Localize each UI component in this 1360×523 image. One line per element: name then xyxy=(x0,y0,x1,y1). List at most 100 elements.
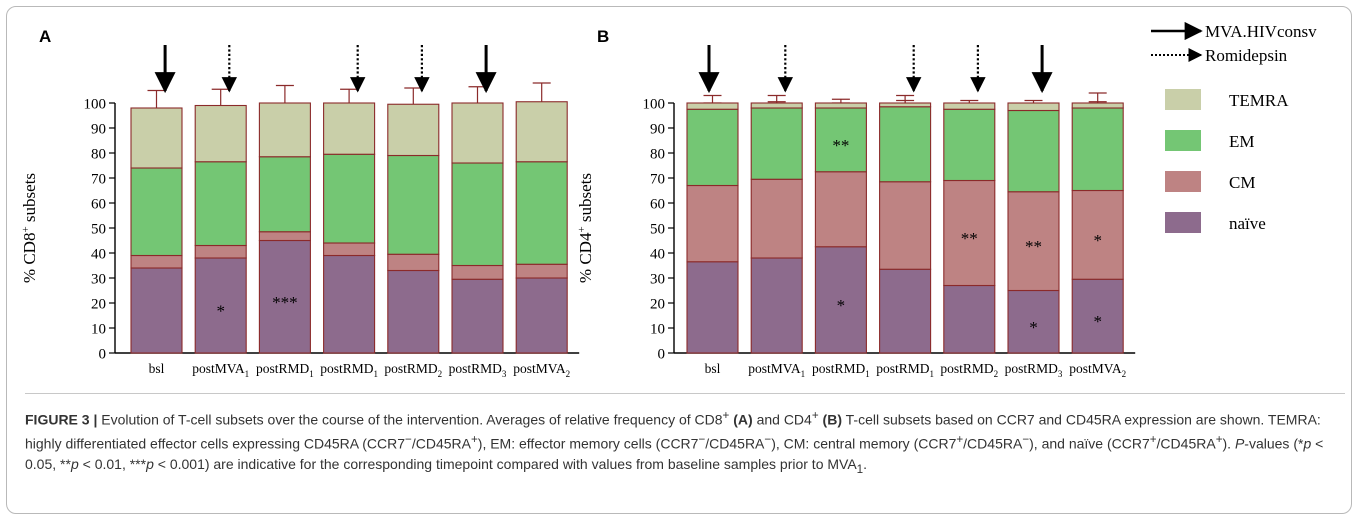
significance-mark-a: *** xyxy=(272,293,298,312)
x-tick-label-a: postMVA1 xyxy=(192,361,249,379)
x-tick-label-a: postRMD3 xyxy=(449,361,507,379)
bar-segment-b-cm xyxy=(943,179,996,287)
bar-segment-b-cm xyxy=(814,171,867,248)
y-tick-label-b: 60 xyxy=(650,197,665,213)
legend-label: naïve xyxy=(1229,214,1266,233)
y-axis-label-a: % CD8+ subsets xyxy=(20,173,39,283)
bar-segment-a-temra xyxy=(387,103,440,157)
bar-segment-a-cm xyxy=(451,264,504,280)
bar-segment-b-em xyxy=(1007,109,1060,193)
bar-segment-b-em xyxy=(750,107,803,180)
legend-swatch-temra xyxy=(1165,89,1201,110)
bar-segment-a-nave xyxy=(194,257,247,354)
bar-segment-b-cm xyxy=(879,181,932,270)
bar-segment-b-cm xyxy=(1007,191,1060,292)
y-tick-label-b: 30 xyxy=(650,272,665,288)
y-tick-label-a: 100 xyxy=(84,97,107,113)
significance-mark-b: * xyxy=(1029,318,1038,337)
bar-segment-b-nave xyxy=(750,257,803,354)
bar-segment-a-cm xyxy=(387,253,440,272)
bar-segment-a-temra xyxy=(323,102,376,155)
bar-segment-b-temra xyxy=(750,102,803,109)
y-tick-label-a: 30 xyxy=(91,272,106,288)
bar-segment-a-nave xyxy=(451,278,504,354)
bar-segment-b-cm xyxy=(750,178,803,259)
y-axis-label-b: % CD4+ subsets xyxy=(576,173,595,283)
x-tick-label-a: postRMD2 xyxy=(384,361,442,379)
significance-mark-b: * xyxy=(1093,312,1102,331)
y-tick-label-a: 20 xyxy=(91,297,106,313)
x-tick-label-b: postMVA2 xyxy=(1069,361,1126,379)
bar-segment-b-temra xyxy=(943,102,996,110)
bar-segment-b-nave xyxy=(943,284,996,354)
x-tick-label-b: postMVA1 xyxy=(748,361,805,379)
y-tick-label-b: 40 xyxy=(650,247,665,263)
bar-segment-a-temra xyxy=(194,104,247,163)
y-tick-label-a: 70 xyxy=(91,172,106,188)
bar-segment-a-cm xyxy=(515,263,568,279)
bar-segment-b-cm xyxy=(686,184,739,263)
x-tick-label-b: postRMD2 xyxy=(940,361,998,379)
bar-segment-a-em xyxy=(387,154,440,255)
x-tick-label-b: postRMD1 xyxy=(812,361,870,379)
y-tick-label-b: 20 xyxy=(650,297,665,313)
bar-segment-a-nave xyxy=(130,267,183,354)
figure-caption: FIGURE 3 | Evolution of T-cell subsets o… xyxy=(25,393,1345,481)
bar-segment-a-nave xyxy=(515,277,568,354)
x-tick-label-a: postRMD1 xyxy=(320,361,378,379)
x-tick-label-b: postRMD3 xyxy=(1005,361,1063,379)
legend-label: CM xyxy=(1229,173,1255,192)
significance-mark-a: * xyxy=(216,302,225,321)
x-tick-label-a: postMVA2 xyxy=(513,361,570,379)
bar-segment-a-em xyxy=(258,156,311,233)
bar-segment-b-temra xyxy=(814,102,867,109)
y-tick-label-b: 0 xyxy=(658,347,666,363)
caption-label: FIGURE 3 | xyxy=(25,411,98,428)
bar-segment-a-temra xyxy=(451,102,504,164)
x-tick-label-a: postRMD1 xyxy=(256,361,314,379)
bar-segment-b-temra xyxy=(686,102,739,110)
legend-label: TEMRA xyxy=(1229,91,1289,110)
bar-segment-a-temra xyxy=(258,102,311,158)
y-tick-label-a: 80 xyxy=(91,147,106,163)
bar-segment-b-em xyxy=(879,106,932,183)
y-tick-label-a: 90 xyxy=(91,122,106,138)
bar-segment-b-em xyxy=(814,107,867,173)
legend-swatch-em xyxy=(1165,130,1201,151)
bar-segment-a-cm xyxy=(323,242,376,257)
y-tick-label-a: 0 xyxy=(99,347,107,363)
bar-segment-a-nave xyxy=(387,269,440,354)
bar-segment-a-temra xyxy=(515,101,568,163)
bar-segment-a-temra xyxy=(130,107,183,169)
bar-segment-b-temra xyxy=(1071,102,1124,109)
bar-segment-b-nave xyxy=(879,268,932,354)
bar-segment-a-cm xyxy=(130,254,183,269)
bar-segment-a-cm xyxy=(258,231,311,242)
bar-segment-b-em xyxy=(1071,107,1124,192)
significance-mark-b: ** xyxy=(832,136,849,155)
bar-segment-a-em xyxy=(451,162,504,267)
y-tick-label-b: 90 xyxy=(650,122,665,138)
x-tick-label-b: bsl xyxy=(705,361,721,376)
y-tick-label-a: 60 xyxy=(91,197,106,213)
bar-segment-b-em xyxy=(686,108,739,187)
significance-mark-b: * xyxy=(1093,231,1102,250)
bar-segment-b-cm xyxy=(1071,189,1124,280)
y-tick-label-a: 10 xyxy=(91,322,106,338)
bar-segment-a-nave xyxy=(258,239,311,354)
bar-segment-a-em xyxy=(515,161,568,265)
bar-segment-b-nave xyxy=(686,261,739,354)
panel-letter-b: B xyxy=(597,27,609,46)
x-tick-label-a: bsl xyxy=(149,361,165,376)
legend-arrow-label: MVA.HIVconsv xyxy=(1205,22,1317,41)
y-tick-label-b: 70 xyxy=(650,172,665,188)
bar-segment-a-cm xyxy=(194,244,247,259)
figure-frame: A 0 10 20 30 40 50 60 70 80 90 100% CD8+ subsets bsl… xyxy=(6,6,1352,514)
bar-segment-a-em xyxy=(130,167,183,257)
bar-segment-a-em xyxy=(323,153,376,244)
y-tick-label-b: 50 xyxy=(650,222,665,238)
y-tick-label-b: 100 xyxy=(643,97,666,113)
bar-segment-b-nave xyxy=(1007,289,1060,354)
significance-mark-b: * xyxy=(837,296,846,315)
